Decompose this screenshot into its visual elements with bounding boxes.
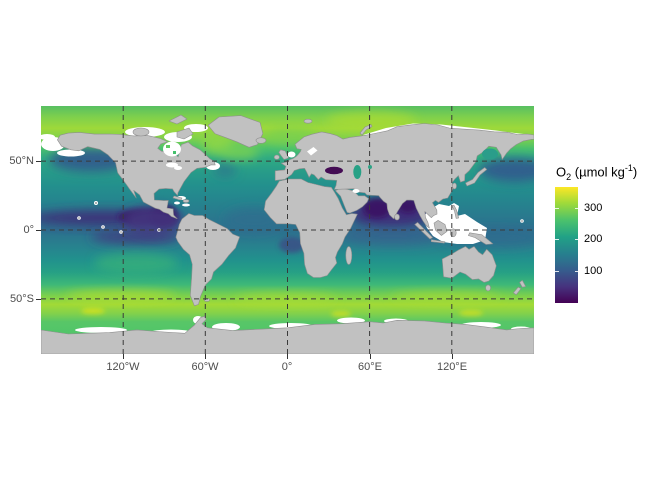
- landmass-australia: [441, 246, 497, 283]
- colorbar-label-200: 200: [584, 233, 603, 246]
- landmass-tasmania: [485, 284, 491, 292]
- x-axis-label-120w: 120°W: [106, 361, 140, 373]
- landmass-africa: [263, 178, 358, 278]
- landmass-taiwan: [452, 182, 457, 190]
- y-axis-label-0: 0°: [23, 224, 34, 236]
- landmass-japan: [465, 167, 488, 187]
- x-axis-tick: [452, 354, 453, 359]
- legend-colorbar: [555, 187, 578, 303]
- landmass-iceland: [255, 137, 267, 144]
- x-axis-label-0: 0°: [281, 361, 293, 373]
- black-sea: [325, 166, 343, 175]
- graticule-gridlines: [41, 106, 534, 354]
- x-axis-tick: [123, 354, 124, 359]
- x-axis-tick: [205, 354, 206, 359]
- x-axis-tick: [370, 354, 371, 359]
- sea-of-okhotsk: [482, 148, 498, 160]
- landmass-victoria-island: [132, 127, 150, 137]
- y-axis-label-50n: 50°N: [9, 155, 34, 167]
- y-axis-tick: [36, 299, 41, 300]
- colorbar-label-300: 300: [584, 201, 603, 214]
- oxygen-anomaly-overlays: [41, 112, 534, 317]
- landmass-svalbard: [303, 118, 313, 124]
- hudson-bay: [163, 141, 181, 157]
- landmass-south-america: [175, 213, 240, 307]
- landmass-new-zealand: [513, 280, 526, 296]
- landmass-novaya-zemlya: [359, 124, 373, 136]
- world-map: [41, 106, 534, 354]
- landmass-java: [431, 239, 446, 244]
- map-panel: [41, 106, 534, 354]
- caspian-sea: [353, 165, 362, 179]
- great-lakes: [166, 162, 178, 168]
- landmass-cuba: [172, 195, 183, 201]
- landmass-madagascar: [345, 246, 353, 265]
- landmass-britain: [278, 149, 289, 160]
- landmass-hispaniola: [182, 199, 190, 203]
- landmass-eurasia: [274, 123, 534, 229]
- colorbar-tick: [574, 239, 578, 241]
- aral-sea: [368, 165, 372, 169]
- landmass-arabia: [335, 187, 369, 214]
- north-sea-patch: [287, 151, 296, 158]
- landmass-new-guinea: [468, 232, 494, 245]
- landmass-greenland: [207, 115, 264, 148]
- x-axis-label-120e: 120°E: [436, 361, 468, 373]
- legend-title: O2 (µmol kg-1): [556, 163, 638, 182]
- landmass-ellesmere: [168, 114, 188, 125]
- landmass-baffin: [176, 127, 194, 140]
- colorbar-tick: [555, 239, 559, 241]
- landmass-borneo: [433, 220, 448, 236]
- colorbar-tick: [574, 271, 578, 273]
- y-axis-label-50s: 50°S: [10, 293, 34, 305]
- marginal-seas: [163, 141, 498, 193]
- x-axis-label-60e: 60°E: [358, 361, 382, 373]
- baltic-sea: [307, 147, 318, 156]
- colorbar-tick: [555, 271, 559, 273]
- y-axis-tick: [36, 230, 41, 231]
- landmass-ireland: [273, 154, 280, 160]
- y-axis-tick: [36, 161, 41, 162]
- colorbar-label-100: 100: [584, 265, 603, 278]
- x-axis-label-60w: 60°W: [191, 361, 219, 373]
- colorbar-tick: [574, 207, 578, 209]
- landmass-sumatra: [414, 222, 433, 240]
- x-axis-tick: [287, 354, 288, 359]
- landmass-sri-lanka: [394, 213, 400, 221]
- colorbar-tick: [555, 207, 559, 209]
- persian-gulf: [352, 189, 360, 193]
- landmass-north-america: [57, 132, 216, 219]
